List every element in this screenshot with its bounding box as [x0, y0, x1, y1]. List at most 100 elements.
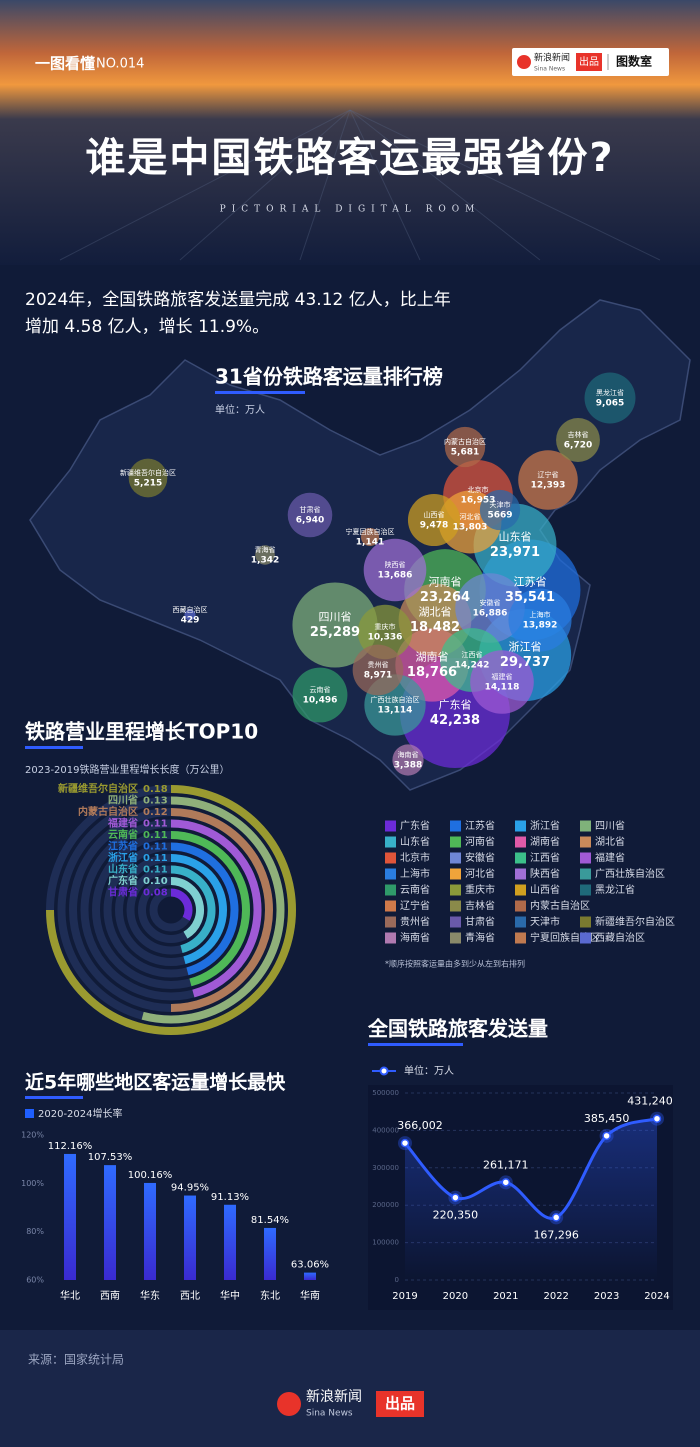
bubble-value: 5,215 — [134, 478, 162, 488]
legend-swatch — [450, 820, 461, 832]
partner: 图数室 — [616, 54, 652, 69]
bubble — [556, 418, 600, 462]
footer-icon — [277, 1392, 301, 1416]
bubble-name: 西藏自治区 — [173, 605, 208, 614]
bubble-name: 辽宁省 — [538, 470, 559, 479]
bubble — [128, 458, 168, 498]
legend-label: 福建省 — [595, 851, 625, 864]
legend-label: 山东省 — [400, 835, 430, 848]
chart-title: 近5年哪些地区客运量增长最快 — [25, 1071, 286, 1094]
bubble-value: 42,238 — [430, 713, 480, 728]
legend-swatch — [385, 900, 396, 912]
x-tick-label: 2020 — [443, 1291, 468, 1302]
legend-swatch — [515, 884, 526, 896]
ring-value: 0.11 — [143, 819, 168, 830]
bubble-value: 23,264 — [420, 590, 470, 605]
bubble-value: 10,336 — [368, 632, 403, 642]
bubble-name: 天津市 — [490, 500, 511, 509]
bubble — [287, 492, 333, 538]
value-label: 385,450 — [584, 1112, 630, 1125]
area — [405, 1118, 657, 1280]
marker — [551, 1213, 561, 1222]
bar — [264, 1227, 276, 1280]
value-label: 63.06% — [291, 1260, 329, 1271]
ring-value: 0.18 — [143, 784, 168, 795]
legend-label: 单位：万人 — [404, 1064, 454, 1077]
bubble-value: 29,737 — [500, 655, 550, 670]
bubble — [360, 527, 380, 547]
bubble-value: 23,971 — [490, 545, 540, 560]
legend-label: 黑龙江省 — [595, 883, 635, 896]
x-tick-label: 华南 — [300, 1289, 320, 1302]
legend-label: 山西省 — [530, 883, 560, 896]
marker — [602, 1131, 611, 1141]
bubble-name: 江西省 — [462, 650, 483, 659]
ring-bar — [170, 877, 204, 939]
bubble-value: 1,342 — [251, 555, 279, 565]
bubble-value: 3,388 — [394, 760, 422, 770]
ring-label: 福建省 — [107, 817, 138, 830]
ring-label: 甘肃省 — [108, 886, 138, 899]
legend-swatch — [450, 868, 461, 880]
value-label: 107.53% — [88, 1152, 133, 1163]
legend-swatch — [385, 852, 396, 864]
bubble-value: 18,482 — [410, 620, 460, 635]
bubble-value: 8,971 — [364, 670, 392, 680]
bubble-name: 福建省 — [492, 672, 513, 681]
legend-label: 贵州省 — [400, 915, 430, 928]
legend-label: 陕西省 — [530, 867, 560, 880]
bar — [184, 1195, 196, 1280]
bubble-value: 14,118 — [485, 682, 520, 692]
chart-title: 31省份铁路客运量排行榜 — [215, 365, 443, 389]
legend-label: 湖南省 — [530, 835, 560, 848]
chart-title: 铁路营业里程增长TOP10 — [25, 720, 258, 744]
bubble-name: 贵州省 — [368, 660, 389, 669]
legend-label: 天津市 — [530, 915, 560, 928]
bubble-value: 12,393 — [531, 480, 566, 490]
bubble-name: 黑龙江省 — [596, 388, 624, 397]
ring-value: 0.10 — [143, 876, 168, 887]
bubble-name: 重庆市 — [375, 622, 396, 631]
bubble-value: 429 — [181, 615, 200, 625]
bubble — [455, 573, 525, 643]
legend-swatch — [515, 868, 526, 880]
bubble-value: 13,892 — [523, 620, 558, 630]
source: 来源：国家统计局 — [28, 1352, 124, 1367]
legend-swatch — [515, 852, 526, 864]
legend-swatch — [580, 836, 591, 848]
ring-label: 广东省 — [108, 874, 138, 887]
bubble-name: 湖南省 — [416, 650, 449, 663]
legend-label: 青海省 — [465, 931, 495, 944]
legend-label: 江苏省 — [465, 819, 495, 832]
legend-label: 辽宁省 — [400, 899, 430, 912]
legend-label: 吉林省 — [465, 899, 495, 912]
bubble-name: 北京市 — [468, 485, 489, 494]
bubble-value: 25,289 — [310, 625, 360, 640]
legend-swatch — [385, 916, 396, 928]
x-tick-label: 2021 — [493, 1291, 518, 1302]
legend-label: 河北省 — [465, 867, 495, 880]
ring-bar — [46, 785, 296, 1035]
x-tick-label: 华中 — [220, 1289, 240, 1302]
value-label: 100.16% — [128, 1170, 173, 1181]
legend-swatch — [580, 868, 591, 880]
bubble-value: 18,766 — [407, 665, 457, 680]
bubble — [508, 588, 572, 652]
legend-label: 江西省 — [530, 851, 560, 864]
value-label: 366,002 — [397, 1119, 443, 1132]
x-tick-label: 2024 — [644, 1291, 669, 1302]
footer-brand: 新浪新闻 — [306, 1389, 362, 1405]
legend-swatch — [580, 852, 591, 864]
legend-swatch — [580, 820, 591, 832]
subtitle: PICTORIAL DIGITAL ROOM — [220, 205, 481, 215]
x-tick-label: 2022 — [543, 1291, 568, 1302]
bubble-name: 江苏省 — [514, 575, 547, 588]
legend-label: 西藏自治区 — [595, 931, 645, 944]
legend-swatch — [515, 932, 526, 944]
legend-swatch — [385, 932, 396, 944]
legend-swatch — [385, 836, 396, 848]
ring-bar — [170, 865, 216, 953]
bubble — [479, 489, 521, 531]
legend-swatch — [25, 1109, 34, 1118]
